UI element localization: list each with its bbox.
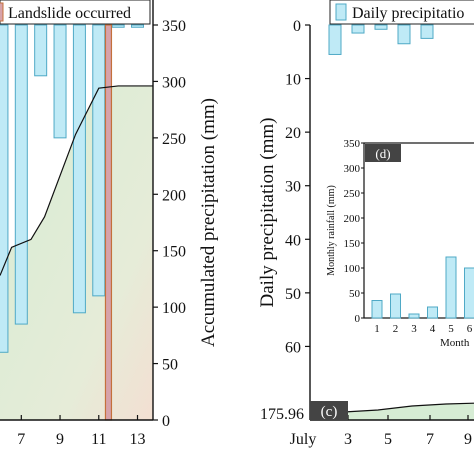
y2-tick-label: 200 bbox=[162, 187, 186, 204]
inset-x-tick-label: 4 bbox=[430, 323, 436, 335]
inset-y-axis-label: Monthly rainfall (mm) bbox=[326, 185, 337, 276]
daily-bar bbox=[34, 24, 48, 77]
x-tick-label: 5 bbox=[384, 431, 392, 448]
y-tick-label: 60 bbox=[285, 339, 301, 356]
legend-swatch bbox=[0, 2, 4, 22]
y2-tick-label: 100 bbox=[162, 300, 186, 317]
inset-y-tick-label: 200 bbox=[344, 213, 361, 225]
daily-precip-bar bbox=[374, 24, 388, 30]
x-tick-label: 11 bbox=[91, 431, 106, 448]
y-tick-label: 20 bbox=[285, 125, 301, 142]
inset-y-tick-label: 350 bbox=[344, 138, 361, 150]
y-tick-label: 10 bbox=[285, 72, 301, 89]
accumulated-line bbox=[0, 85, 153, 276]
daily-bar bbox=[14, 24, 28, 325]
y-tick-label: 0 bbox=[293, 18, 301, 35]
inset-bar bbox=[371, 300, 383, 319]
x-tick-label: July bbox=[290, 431, 317, 448]
x-tick-label: 9 bbox=[464, 431, 472, 448]
daily-bar bbox=[72, 24, 86, 314]
daily-bar bbox=[131, 24, 145, 28]
y2-tick-label: 150 bbox=[162, 244, 186, 261]
y2-tick-label: 50 bbox=[162, 357, 178, 374]
y-tick-label: 40 bbox=[285, 232, 301, 249]
x-tick-label: 9 bbox=[56, 431, 64, 448]
inset-x-tick-label: 3 bbox=[411, 323, 417, 335]
daily-precip-bar bbox=[397, 24, 411, 45]
legend-box bbox=[329, 0, 474, 25]
y-axis-label: Daily precipitation (mm) bbox=[257, 118, 278, 308]
x-tick-label: 13 bbox=[130, 431, 146, 448]
inset-x-tick-label: 5 bbox=[448, 323, 454, 335]
y2-tick-label: 300 bbox=[162, 74, 186, 91]
inset-y-tick-label: 0 bbox=[355, 313, 361, 325]
inset-x-tick-label: 6 bbox=[467, 323, 473, 335]
legend-box bbox=[0, 0, 151, 25]
inset-y-tick-label: 150 bbox=[344, 238, 361, 250]
inset-bar bbox=[427, 306, 438, 319]
y2-tick-label: 250 bbox=[162, 131, 186, 148]
inset-bar bbox=[445, 256, 457, 319]
inset-y-tick-label: 300 bbox=[344, 163, 361, 175]
inset-y-tick-label: 50 bbox=[349, 288, 361, 300]
landslide-marker bbox=[104, 24, 113, 421]
daily-precip-bar bbox=[420, 24, 434, 39]
panel-label-d: (d) bbox=[375, 146, 390, 161]
daily-bar bbox=[0, 24, 9, 353]
y-tick-label: 50 bbox=[285, 286, 301, 303]
y2-tick-label: 0 bbox=[162, 413, 170, 430]
inset-y-tick-label: 100 bbox=[344, 263, 361, 275]
inset-x-tick-label: 1 bbox=[374, 323, 380, 335]
legend-swatch bbox=[335, 3, 347, 21]
panel-label-c: (c) bbox=[321, 404, 338, 420]
x-tick-label: 7 bbox=[426, 431, 434, 448]
legend-label: Daily precipitatio bbox=[352, 5, 464, 22]
inset-frame bbox=[363, 142, 474, 319]
daily-bar bbox=[111, 24, 125, 28]
inset-bar bbox=[464, 267, 474, 319]
daily-precip-bar bbox=[351, 24, 365, 34]
daily-bar bbox=[92, 24, 106, 297]
daily-precip-bar bbox=[328, 24, 342, 55]
y2-tick-label: 350 bbox=[162, 18, 186, 35]
inset-bar bbox=[390, 293, 401, 319]
x-tick-label: 7 bbox=[17, 431, 25, 448]
bottom-value-label: 175.96 bbox=[260, 406, 304, 423]
y2-axis-label: Accumulated precipitation (mm) bbox=[198, 98, 219, 347]
legend-label: Landslide occurred bbox=[8, 5, 131, 22]
inset-bar bbox=[408, 313, 420, 319]
right-bottom-area bbox=[310, 403, 474, 420]
inset-x-axis-label: Month bbox=[440, 337, 470, 349]
inset-x-tick-label: 2 bbox=[393, 323, 399, 335]
panel-label-bg bbox=[310, 401, 348, 420]
inset-label-bg bbox=[365, 144, 401, 162]
inset-y-tick-label: 250 bbox=[344, 188, 361, 200]
x-tick-label: 3 bbox=[344, 431, 352, 448]
left-panel: 0 50 100 150 200 250 300 350 Accumulated precipi… bbox=[0, 0, 219, 448]
daily-bar bbox=[53, 24, 67, 139]
y-tick-label: 30 bbox=[285, 179, 301, 196]
